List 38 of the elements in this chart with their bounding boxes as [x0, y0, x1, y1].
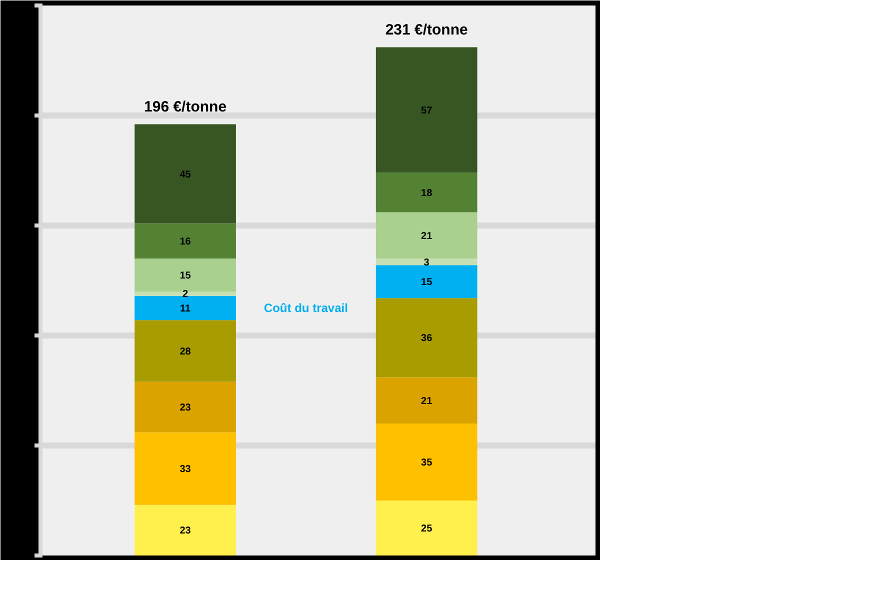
bar: [376, 212, 478, 258]
bar: [134, 258, 236, 292]
bar: [134, 382, 236, 432]
data-label: 23: [180, 526, 192, 537]
data-label: 21: [421, 230, 433, 242]
bar: [134, 296, 236, 320]
bar: [376, 172, 478, 212]
data-label: 21: [421, 396, 433, 407]
data-label: 15: [180, 270, 192, 282]
bar: [134, 432, 236, 505]
bar: [134, 124, 236, 224]
data-label: 33: [180, 464, 192, 476]
bar: [376, 265, 478, 298]
bar: [134, 504, 236, 556]
data-label: 57: [421, 106, 433, 116]
bar: [376, 500, 478, 556]
data-label: 25: [421, 524, 433, 534]
bar: [376, 424, 478, 500]
data-label: 18: [421, 188, 433, 199]
data-label: 16: [180, 236, 192, 248]
annotation: Coût du travail: [264, 301, 348, 315]
data-label: 35: [421, 458, 433, 468]
total-label: 231 €/tonne: [385, 22, 468, 38]
data-label: 36: [421, 333, 433, 344]
bar: [376, 258, 478, 266]
total-label: 196 €/tonne: [144, 98, 227, 116]
bar: [376, 377, 478, 424]
bar: [134, 292, 236, 296]
data-label: 11: [180, 304, 192, 314]
bar: [376, 47, 478, 173]
data-label: 23: [180, 402, 192, 414]
bar: [134, 223, 236, 258]
bar: [134, 320, 236, 382]
bar: [376, 298, 478, 378]
data-label: 45: [180, 169, 192, 180]
data-label: 28: [180, 346, 192, 358]
data-label: 15: [421, 277, 433, 288]
data-label: 3: [424, 257, 430, 268]
